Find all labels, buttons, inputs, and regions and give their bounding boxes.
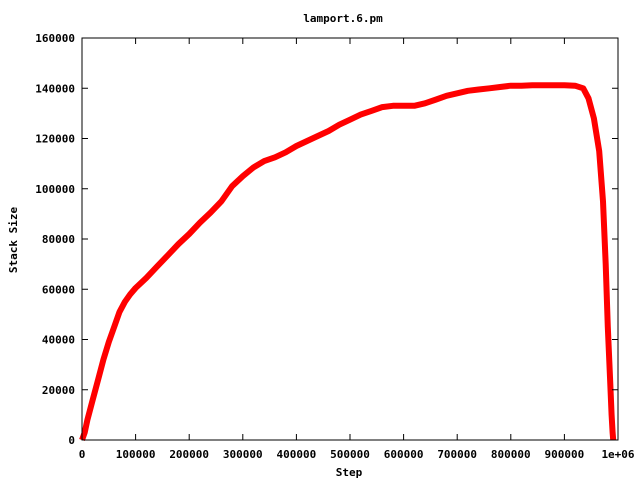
chart-title: lamport.6.pm xyxy=(303,12,383,25)
plot-frame xyxy=(81,37,619,441)
x-tick-label: 0 xyxy=(79,448,86,461)
y-tick-label: 100000 xyxy=(35,183,75,196)
x-tick-label: 800000 xyxy=(491,448,531,461)
x-tick-label: 100000 xyxy=(116,448,156,461)
series-line xyxy=(79,82,617,442)
x-tick-label: 500000 xyxy=(330,448,370,461)
x-tick-label: 300000 xyxy=(223,448,263,461)
x-tick-label: 1e+06 xyxy=(601,448,634,461)
y-tick-label: 160000 xyxy=(35,32,75,45)
x-tick-label: 900000 xyxy=(545,448,585,461)
plot-area xyxy=(79,82,617,442)
y-axis-label: Stack Size xyxy=(7,207,20,274)
x-axis-label: Step xyxy=(336,466,363,479)
y-tick-label: 80000 xyxy=(42,233,75,246)
x-tick-label: 600000 xyxy=(384,448,424,461)
y-tick-label: 20000 xyxy=(42,384,75,397)
y-tick-label: 0 xyxy=(68,434,75,447)
x-tick-label: 200000 xyxy=(169,448,209,461)
x-tick-label: 700000 xyxy=(437,448,477,461)
y-tick-label: 140000 xyxy=(35,82,75,95)
axis-ticks: 0 100000 200000 300000 400000 500000 600000 700… xyxy=(35,32,635,461)
y-tick-label: 120000 xyxy=(35,133,75,146)
y-tick-label: 60000 xyxy=(42,283,75,296)
x-tick-label: 400000 xyxy=(277,448,317,461)
y-tick-label: 40000 xyxy=(42,334,75,347)
